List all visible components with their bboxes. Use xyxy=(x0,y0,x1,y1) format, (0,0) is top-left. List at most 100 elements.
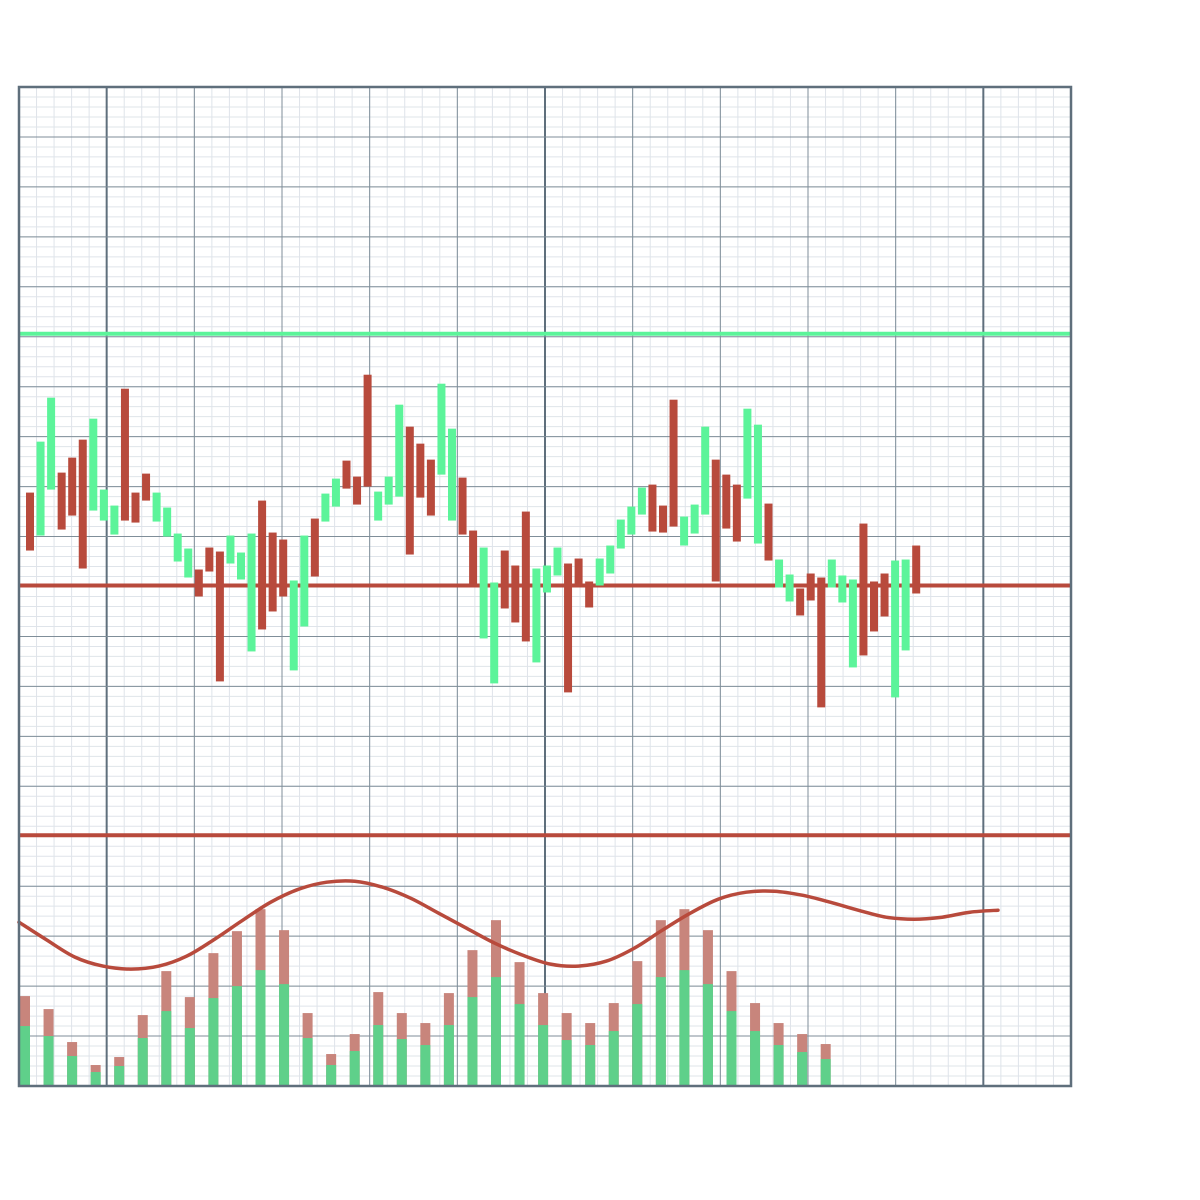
volume-bar-up xyxy=(773,1045,784,1086)
price-bar xyxy=(120,388,129,521)
price-bar xyxy=(448,428,456,521)
price-bar xyxy=(374,491,383,521)
price-bar xyxy=(363,374,372,487)
price-bar xyxy=(469,530,478,586)
volume-bar-up xyxy=(632,1004,643,1086)
volume-ma-line xyxy=(17,879,1000,971)
price-bar xyxy=(321,493,330,522)
price-bar xyxy=(89,418,98,511)
volume-bar-up xyxy=(561,1040,572,1086)
volume-bar-up xyxy=(20,1026,30,1086)
volume-bar-up xyxy=(420,1045,431,1086)
price-bar xyxy=(131,492,140,523)
volume-bar-up xyxy=(67,1056,78,1086)
price-bar xyxy=(395,404,404,497)
price-bar xyxy=(384,476,393,505)
price-bar xyxy=(785,574,794,602)
price-bar xyxy=(184,548,193,578)
price-bar xyxy=(26,492,34,551)
price-bar xyxy=(564,563,573,693)
price-bar xyxy=(848,579,857,668)
price-bar xyxy=(521,511,530,642)
price-bar xyxy=(542,565,551,593)
price-bar xyxy=(247,533,256,652)
price-bar xyxy=(859,523,868,656)
price-bar xyxy=(806,573,815,601)
price-bar xyxy=(215,551,224,682)
volume-bar-up xyxy=(279,984,290,1086)
price-bar xyxy=(606,545,615,574)
price-bar xyxy=(500,550,509,609)
price-bar xyxy=(310,518,319,577)
price-bar xyxy=(775,559,784,588)
price-bar xyxy=(99,489,108,521)
price-bar xyxy=(659,505,667,533)
price-bar xyxy=(237,552,245,580)
volume-bar-up xyxy=(608,1031,619,1086)
price-bar xyxy=(627,506,636,535)
volume-bar-up xyxy=(208,998,219,1086)
volume-bar-up xyxy=(302,1038,313,1086)
volume-bar-up xyxy=(702,984,713,1086)
price-bar xyxy=(711,459,720,582)
price-bar xyxy=(258,500,267,630)
price-bar xyxy=(532,568,541,663)
volume-bar-up xyxy=(443,1025,454,1086)
price-bar xyxy=(437,383,446,475)
price-bar xyxy=(648,484,657,532)
price-bar xyxy=(743,408,752,499)
volume-bar-up xyxy=(43,1036,54,1086)
price-bar xyxy=(331,478,340,507)
price-bar xyxy=(817,577,826,708)
volume-bar-up xyxy=(137,1038,148,1086)
price-bar xyxy=(901,559,910,651)
price-bar xyxy=(163,507,172,537)
price-bar xyxy=(353,476,362,505)
price-bar xyxy=(753,424,762,544)
price-bars xyxy=(26,374,921,708)
price-bar xyxy=(912,545,921,594)
price-bar xyxy=(574,558,583,587)
price-bar xyxy=(279,539,288,597)
price-bar xyxy=(690,504,699,534)
price-bar xyxy=(268,532,277,612)
plot-frame xyxy=(17,85,1073,1088)
price-bar xyxy=(405,426,414,555)
volume-bar-up xyxy=(326,1065,337,1086)
volume-bar-up xyxy=(467,997,478,1086)
price-bar xyxy=(68,457,77,516)
price-bar xyxy=(226,535,235,564)
price-bar xyxy=(838,575,847,603)
price-bar xyxy=(553,547,562,576)
price-bar xyxy=(732,484,741,542)
price-bar xyxy=(57,472,66,530)
volume-bar-up xyxy=(655,977,666,1086)
price-bar xyxy=(416,443,425,498)
volume-bar-up xyxy=(349,1051,360,1086)
price-bar xyxy=(194,569,203,597)
volume-bar-up xyxy=(161,1011,172,1086)
volume-bars xyxy=(20,909,831,1086)
price-bar xyxy=(595,558,604,586)
price-bar xyxy=(110,505,119,535)
price-bar xyxy=(47,397,56,490)
price-bar xyxy=(827,559,836,588)
volume-bar-up xyxy=(255,970,266,1086)
volume-moving-average xyxy=(17,879,1000,971)
price-bar xyxy=(142,473,151,501)
volume-bar-up xyxy=(184,1028,195,1086)
price-bar xyxy=(891,560,900,698)
price-bar xyxy=(669,399,678,527)
volume-bar-up xyxy=(750,1031,761,1086)
price-bar xyxy=(173,533,182,562)
price-bar xyxy=(490,582,499,684)
price-bar xyxy=(637,487,646,515)
price-bar xyxy=(152,492,161,522)
price-bar xyxy=(764,503,773,561)
price-bar xyxy=(796,588,805,616)
volume-bar-up xyxy=(114,1066,125,1086)
volume-bar-up xyxy=(679,970,690,1086)
